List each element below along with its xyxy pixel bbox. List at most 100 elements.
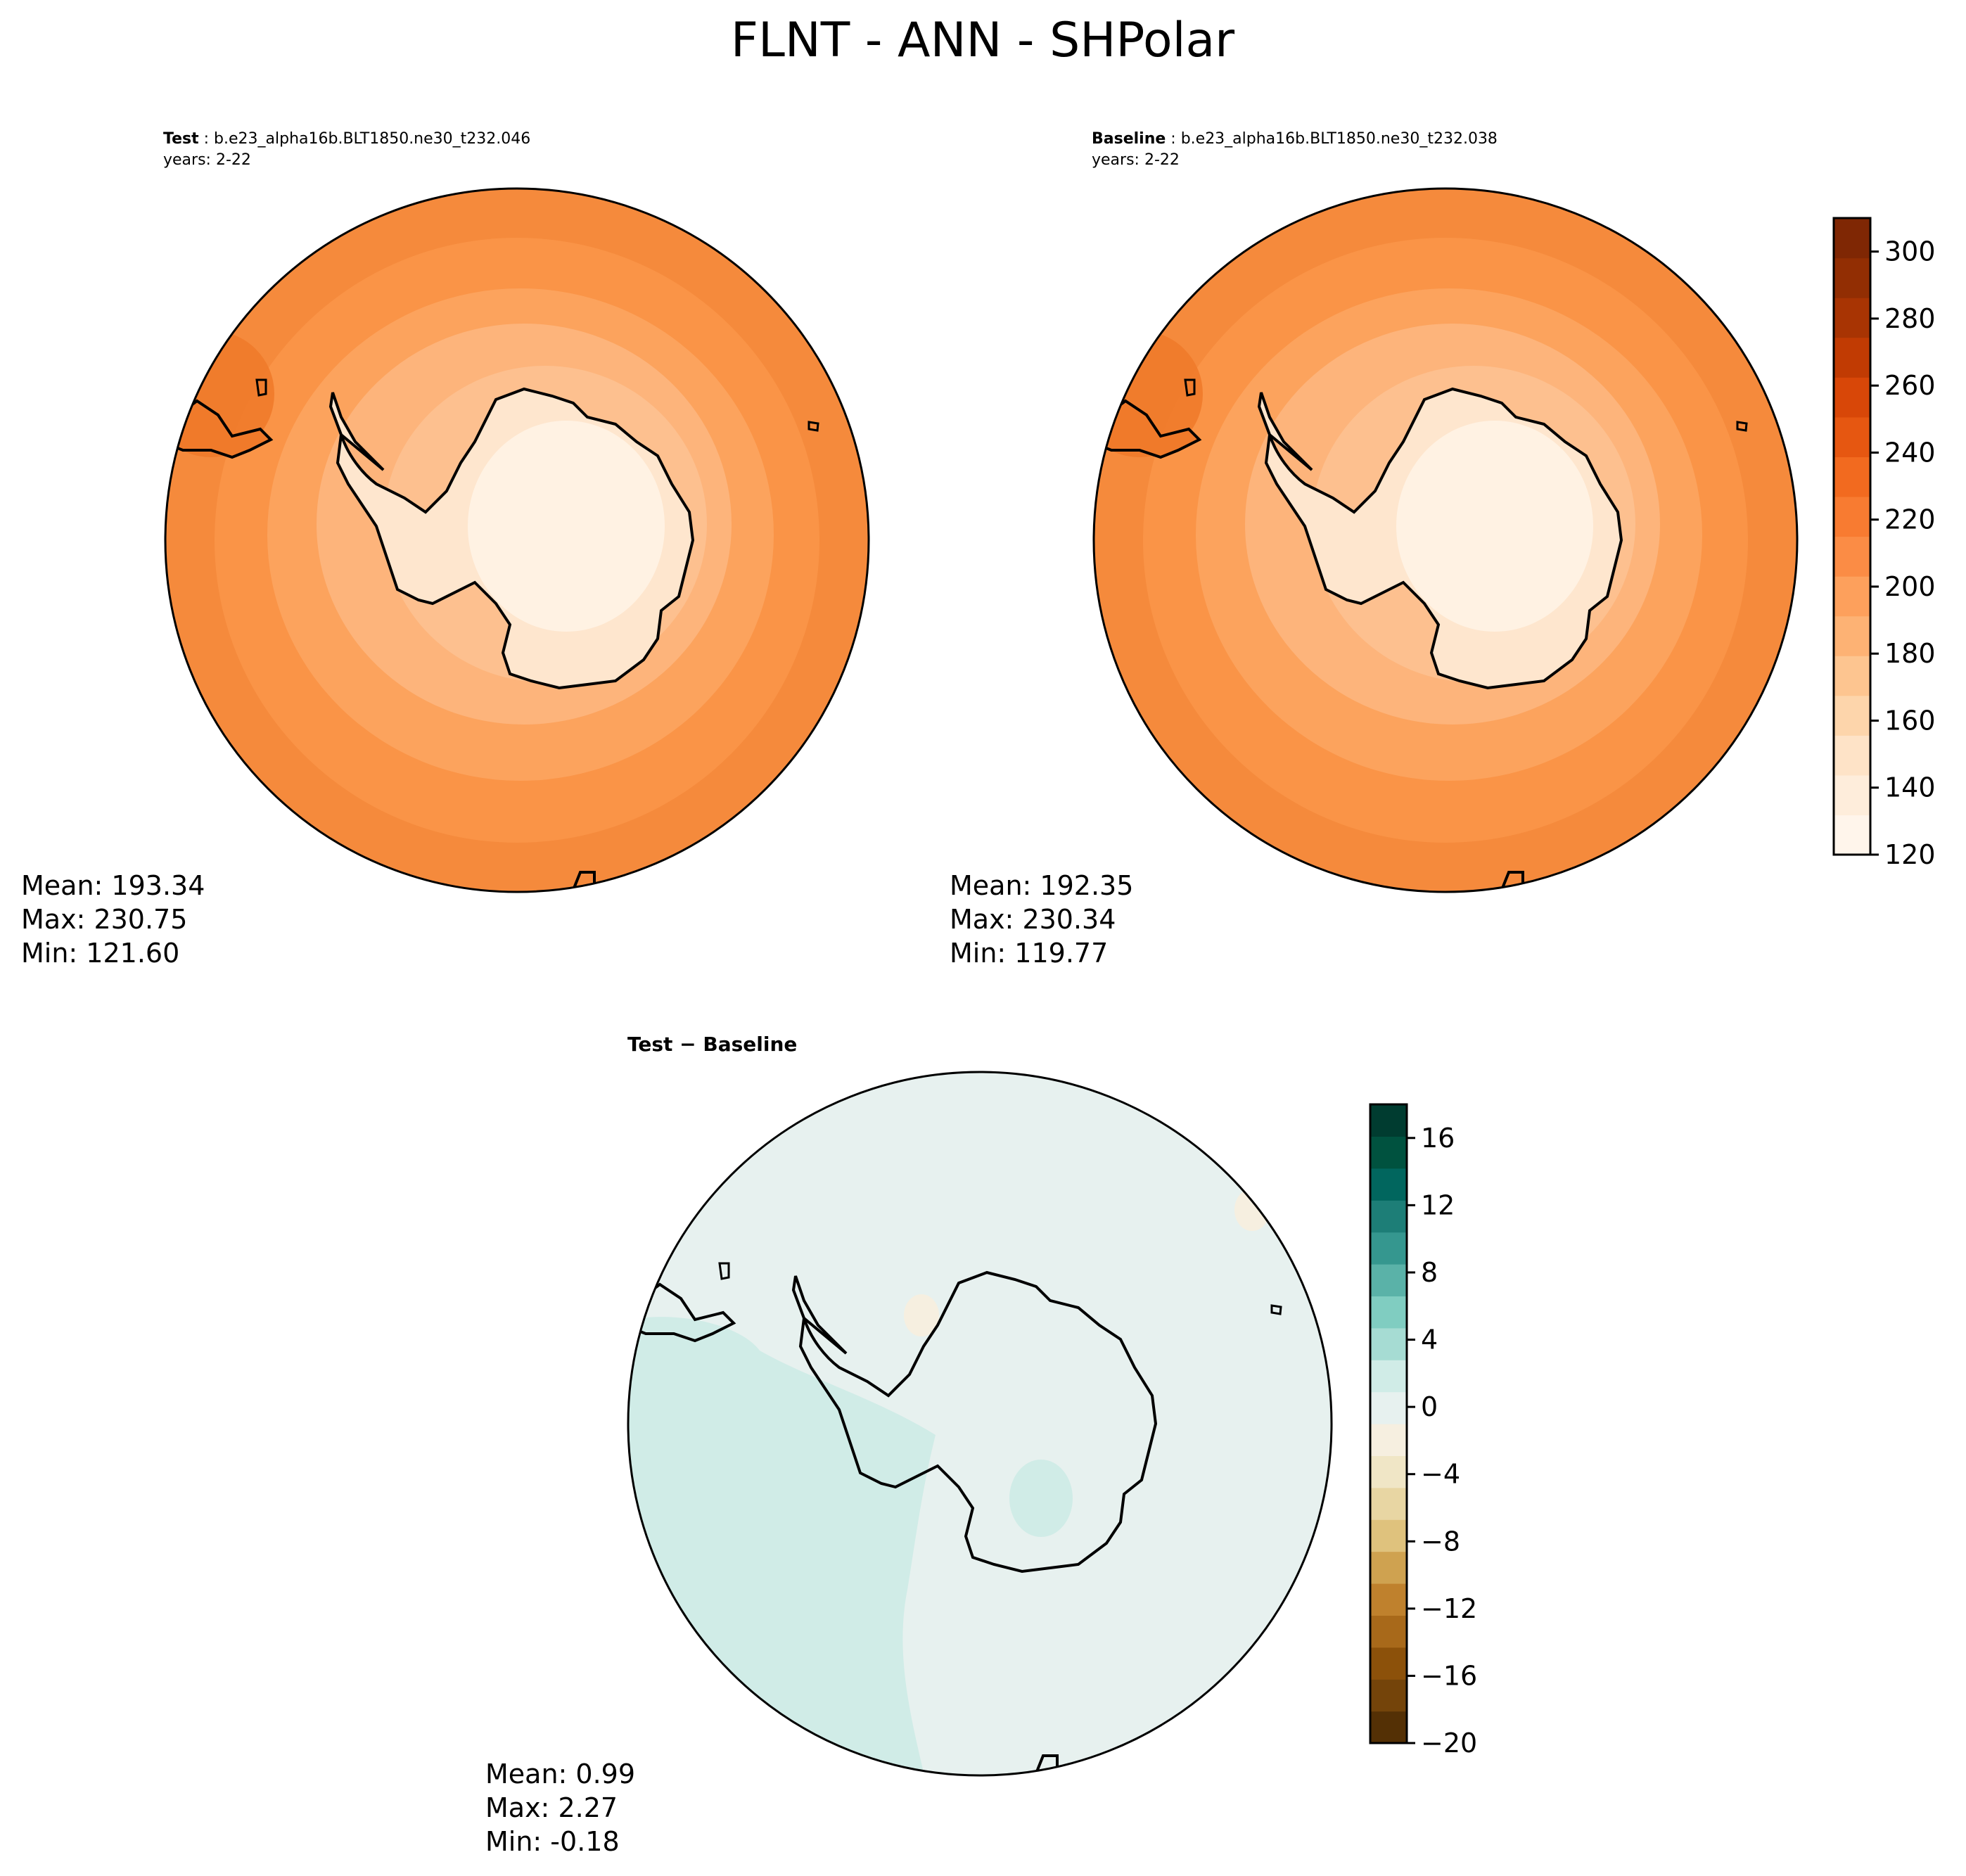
diff-colorbar-segment [1370, 1200, 1407, 1233]
diff-colorbar-frame [1369, 1103, 1408, 1744]
diff-colorbar-segment [1370, 1168, 1407, 1201]
diff-colorbar-segment [1370, 1424, 1407, 1456]
diff-colorbar-segment [1370, 1519, 1407, 1552]
panel-baseline: Baseline : b.e23_alpha16b.BLT1850.ne30_t… [950, 130, 1799, 969]
diff-colorbar-segment [1370, 1711, 1407, 1744]
main-colorbar-segment [1834, 416, 1870, 457]
diff-colorbar-tick-label: −4 [1421, 1459, 1460, 1490]
main-colorbar-segment [1834, 815, 1870, 855]
map-diff-new-zealand [1035, 1754, 1059, 1774]
map-baseline-new-zealand [1500, 871, 1524, 891]
diff-colorbar-tick-label: −12 [1421, 1593, 1477, 1624]
diff-colorbar-tick-label: 8 [1421, 1257, 1438, 1288]
panel-test: Test : b.e23_alpha16b.BLT1850.ne30_t232.… [21, 130, 870, 969]
diff-colorbar-segment [1370, 1136, 1407, 1169]
diff-colorbar-segment [1370, 1104, 1407, 1137]
map-diff-island-2 [1270, 1304, 1282, 1315]
diff-colorbar-segment [1370, 1647, 1407, 1680]
panel-test-min: Min: 121.60 [21, 938, 179, 969]
diff-colorbar-segment [1370, 1679, 1407, 1712]
panel-diff-label: Test − Baseline [627, 1033, 797, 1056]
main-colorbar-segment [1834, 496, 1870, 537]
panel-baseline-min: Min: 119.77 [950, 938, 1108, 969]
main-colorbar-segment [1834, 695, 1870, 736]
main-colorbar-segment [1834, 257, 1870, 298]
main-colorbar-tick-label: 160 [1884, 705, 1936, 736]
main-colorbar-segment [1834, 536, 1870, 577]
main-colorbar-segment [1834, 656, 1870, 696]
diff-colorbar-segment [1370, 1264, 1407, 1296]
map-test-new-zealand [572, 871, 596, 891]
panel-baseline-label: Baseline : b.e23_alpha16b.BLT1850.ne30_t… [1092, 130, 1498, 148]
main-colorbar-segment [1834, 576, 1870, 617]
map-diff-island-1 [718, 1262, 730, 1280]
diff-colorbar: −20 −16 −12 −8 −4 0 4 8 12 16 [1369, 1103, 1477, 1759]
main-colorbar-segment [1834, 298, 1870, 338]
panel-diff-mean: Mean: 0.99 [485, 1759, 635, 1789]
panel-test-max: Max: 230.75 [21, 904, 187, 935]
diff-colorbar-segment [1370, 1551, 1407, 1584]
panel-test-label-bold: Test [163, 130, 199, 148]
panel-baseline-mean: Mean: 192.35 [950, 870, 1133, 901]
main-colorbar-tick-label: 220 [1884, 504, 1936, 535]
map-test-island-2 [808, 421, 819, 432]
main-colorbar-tick-label: 140 [1884, 772, 1936, 803]
main-colorbar-segment [1834, 615, 1870, 656]
panel-test-years: years: 2-22 [163, 151, 251, 169]
map-baseline-frame [1092, 187, 1799, 893]
map-diff-negative-patch-1 [904, 1294, 939, 1336]
diff-colorbar-tick-label: 0 [1421, 1391, 1438, 1422]
diff-colorbar-tick-label: 16 [1421, 1123, 1455, 1154]
main-colorbar-frame [1832, 217, 1872, 856]
main-colorbar-tick-label: 180 [1884, 638, 1936, 669]
diff-colorbar-tick-label: 12 [1421, 1189, 1455, 1220]
map-test-south-america [165, 399, 274, 459]
main-colorbar-tick-label: 280 [1884, 303, 1936, 334]
panel-test-label: Test : b.e23_alpha16b.BLT1850.ne30_t232.… [163, 130, 530, 148]
main-colorbar-segment [1834, 377, 1870, 418]
diff-colorbar-segment [1370, 1487, 1407, 1520]
map-baseline-island-1 [1184, 378, 1196, 397]
main-colorbar-segment [1834, 735, 1870, 776]
panel-baseline-max: Max: 230.34 [950, 904, 1116, 935]
main-colorbar-segment [1834, 457, 1870, 497]
panel-baseline-years: years: 2-22 [1092, 151, 1180, 169]
diff-colorbar-segment [1370, 1583, 1407, 1616]
map-diff-positive-patch [1009, 1460, 1073, 1537]
diff-colorbar-segment [1370, 1391, 1407, 1424]
diff-colorbar-tick-label: −16 [1421, 1660, 1477, 1691]
main-colorbar-segment [1834, 774, 1870, 816]
panel-test-label-rest: : b.e23_alpha16b.BLT1850.ne30_t232.046 [199, 130, 531, 148]
diff-colorbar-tick-label: −20 [1421, 1728, 1477, 1759]
diff-colorbar-tick-label: −8 [1421, 1526, 1460, 1557]
panel-baseline-label-bold: Baseline [1092, 130, 1166, 148]
diff-colorbar-segment [1370, 1455, 1407, 1488]
main-colorbar: 120 140 160 180 200 220 240 260 280 300 [1832, 217, 1936, 870]
panel-test-mean: Mean: 193.34 [21, 870, 205, 901]
map-baseline-south-america [1094, 399, 1202, 459]
diff-colorbar-segment [1370, 1296, 1407, 1329]
map-baseline [1094, 189, 1797, 892]
diff-colorbar-segment [1370, 1360, 1407, 1393]
map-baseline-island-2 [1736, 421, 1748, 432]
diff-colorbar-segment [1370, 1232, 1407, 1265]
map-test-island-1 [255, 378, 267, 397]
map-test [165, 189, 869, 892]
main-colorbar-tick-label: 240 [1884, 437, 1936, 468]
panel-diff-max: Max: 2.27 [485, 1792, 618, 1823]
diff-colorbar-segment [1370, 1327, 1407, 1360]
map-test-frame [164, 187, 870, 893]
figure-title: FLNT - ANN - SHPolar [731, 13, 1234, 68]
main-colorbar-tick-label: 260 [1884, 370, 1936, 401]
panel-baseline-label-rest: : b.e23_alpha16b.BLT1850.ne30_t232.038 [1166, 130, 1498, 148]
main-colorbar-tick-label: 120 [1884, 839, 1936, 870]
main-colorbar-tick-label: 200 [1884, 571, 1936, 602]
panel-diff-min: Min: -0.18 [485, 1826, 620, 1857]
diff-colorbar-tick-label: 4 [1421, 1325, 1438, 1355]
map-diff-frame [627, 1071, 1333, 1777]
main-colorbar-tick-label: 300 [1884, 236, 1936, 267]
map-diff-south-america [628, 1282, 736, 1343]
map-diff-negative-patch-2 [1234, 1189, 1270, 1231]
main-colorbar-segment [1834, 218, 1870, 259]
